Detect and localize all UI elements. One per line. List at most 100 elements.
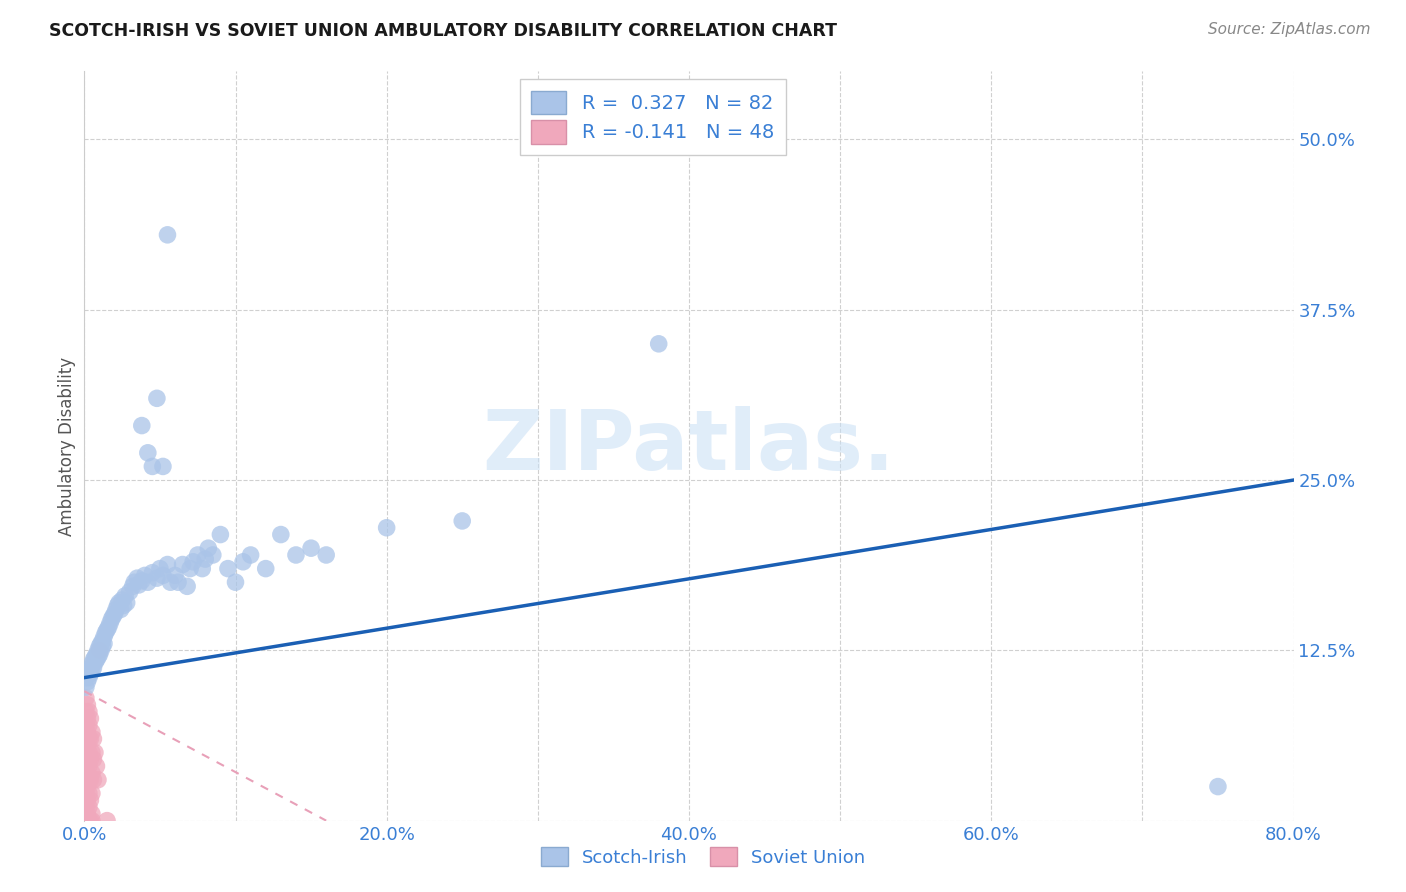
Point xyxy=(134,568,156,582)
Point xyxy=(110,602,132,616)
Point xyxy=(115,596,138,610)
Point xyxy=(239,548,262,562)
Point xyxy=(122,575,145,590)
Point xyxy=(87,650,110,665)
Point xyxy=(285,548,308,562)
Point xyxy=(375,521,398,535)
Point xyxy=(136,446,159,460)
Point xyxy=(77,800,100,814)
Point xyxy=(75,671,97,685)
Y-axis label: Ambulatory Disability: Ambulatory Disability xyxy=(58,357,76,535)
Point xyxy=(80,814,103,828)
Point xyxy=(254,561,277,575)
Point xyxy=(80,806,103,821)
Point xyxy=(149,561,172,575)
Point xyxy=(75,772,97,787)
Point xyxy=(107,599,129,613)
Point xyxy=(91,633,114,648)
Point xyxy=(87,772,110,787)
Point xyxy=(1206,780,1229,794)
Point xyxy=(97,620,120,634)
Point xyxy=(84,656,107,670)
Point xyxy=(77,786,100,800)
Point xyxy=(80,746,103,760)
Point xyxy=(217,561,239,575)
Point xyxy=(101,609,124,624)
Point xyxy=(91,640,114,654)
Point xyxy=(84,746,107,760)
Point xyxy=(79,731,101,746)
Point xyxy=(76,711,98,725)
Point xyxy=(75,814,97,828)
Point xyxy=(82,752,104,766)
Point xyxy=(128,578,150,592)
Point xyxy=(77,731,100,746)
Point xyxy=(270,527,292,541)
Point xyxy=(90,636,112,650)
Point xyxy=(87,643,110,657)
Point xyxy=(191,561,214,575)
Point xyxy=(93,630,115,644)
Point xyxy=(179,561,201,575)
Point xyxy=(80,786,103,800)
Point xyxy=(79,772,101,787)
Point xyxy=(96,814,118,828)
Point xyxy=(77,746,100,760)
Point xyxy=(79,711,101,725)
Point xyxy=(165,568,187,582)
Point xyxy=(131,574,153,588)
Point xyxy=(80,766,103,780)
Point xyxy=(89,648,111,662)
Point xyxy=(104,607,127,621)
Point xyxy=(75,680,97,694)
Point xyxy=(82,772,104,787)
Text: ZIPatlas.: ZIPatlas. xyxy=(482,406,896,486)
Point xyxy=(80,657,103,671)
Point xyxy=(76,752,98,766)
Point xyxy=(127,571,149,585)
Point xyxy=(75,746,97,760)
Point xyxy=(111,593,134,607)
Point xyxy=(76,674,98,689)
Point xyxy=(194,552,217,566)
Point xyxy=(315,548,337,562)
Point xyxy=(79,793,101,807)
Point xyxy=(94,625,117,640)
Point xyxy=(75,800,97,814)
Point xyxy=(172,558,194,572)
Point xyxy=(80,725,103,739)
Point xyxy=(141,459,163,474)
Point xyxy=(79,661,101,675)
Point xyxy=(98,616,121,631)
Point xyxy=(76,780,98,794)
Point xyxy=(121,579,143,593)
Point xyxy=(77,772,100,787)
Point xyxy=(96,623,118,637)
Point xyxy=(86,759,108,773)
Point xyxy=(201,548,224,562)
Legend: R =  0.327   N = 82, R = -0.141   N = 48: R = 0.327 N = 82, R = -0.141 N = 48 xyxy=(520,78,786,155)
Point xyxy=(114,589,136,603)
Point xyxy=(232,555,254,569)
Point xyxy=(209,527,232,541)
Point xyxy=(156,558,179,572)
Point xyxy=(89,643,111,657)
Point xyxy=(80,664,103,678)
Point xyxy=(89,640,111,654)
Point xyxy=(167,575,190,590)
Point xyxy=(75,718,97,732)
Point xyxy=(82,661,104,675)
Point xyxy=(451,514,474,528)
Point xyxy=(76,725,98,739)
Point xyxy=(225,575,247,590)
Text: Source: ZipAtlas.com: Source: ZipAtlas.com xyxy=(1208,22,1371,37)
Point xyxy=(76,698,98,712)
Point xyxy=(90,643,112,657)
Point xyxy=(84,650,107,665)
Point xyxy=(108,596,131,610)
Point xyxy=(152,568,174,582)
Point xyxy=(77,705,100,719)
Legend: Scotch-Irish, Soviet Union: Scotch-Irish, Soviet Union xyxy=(533,840,873,874)
Point xyxy=(79,666,101,681)
Point xyxy=(76,666,98,681)
